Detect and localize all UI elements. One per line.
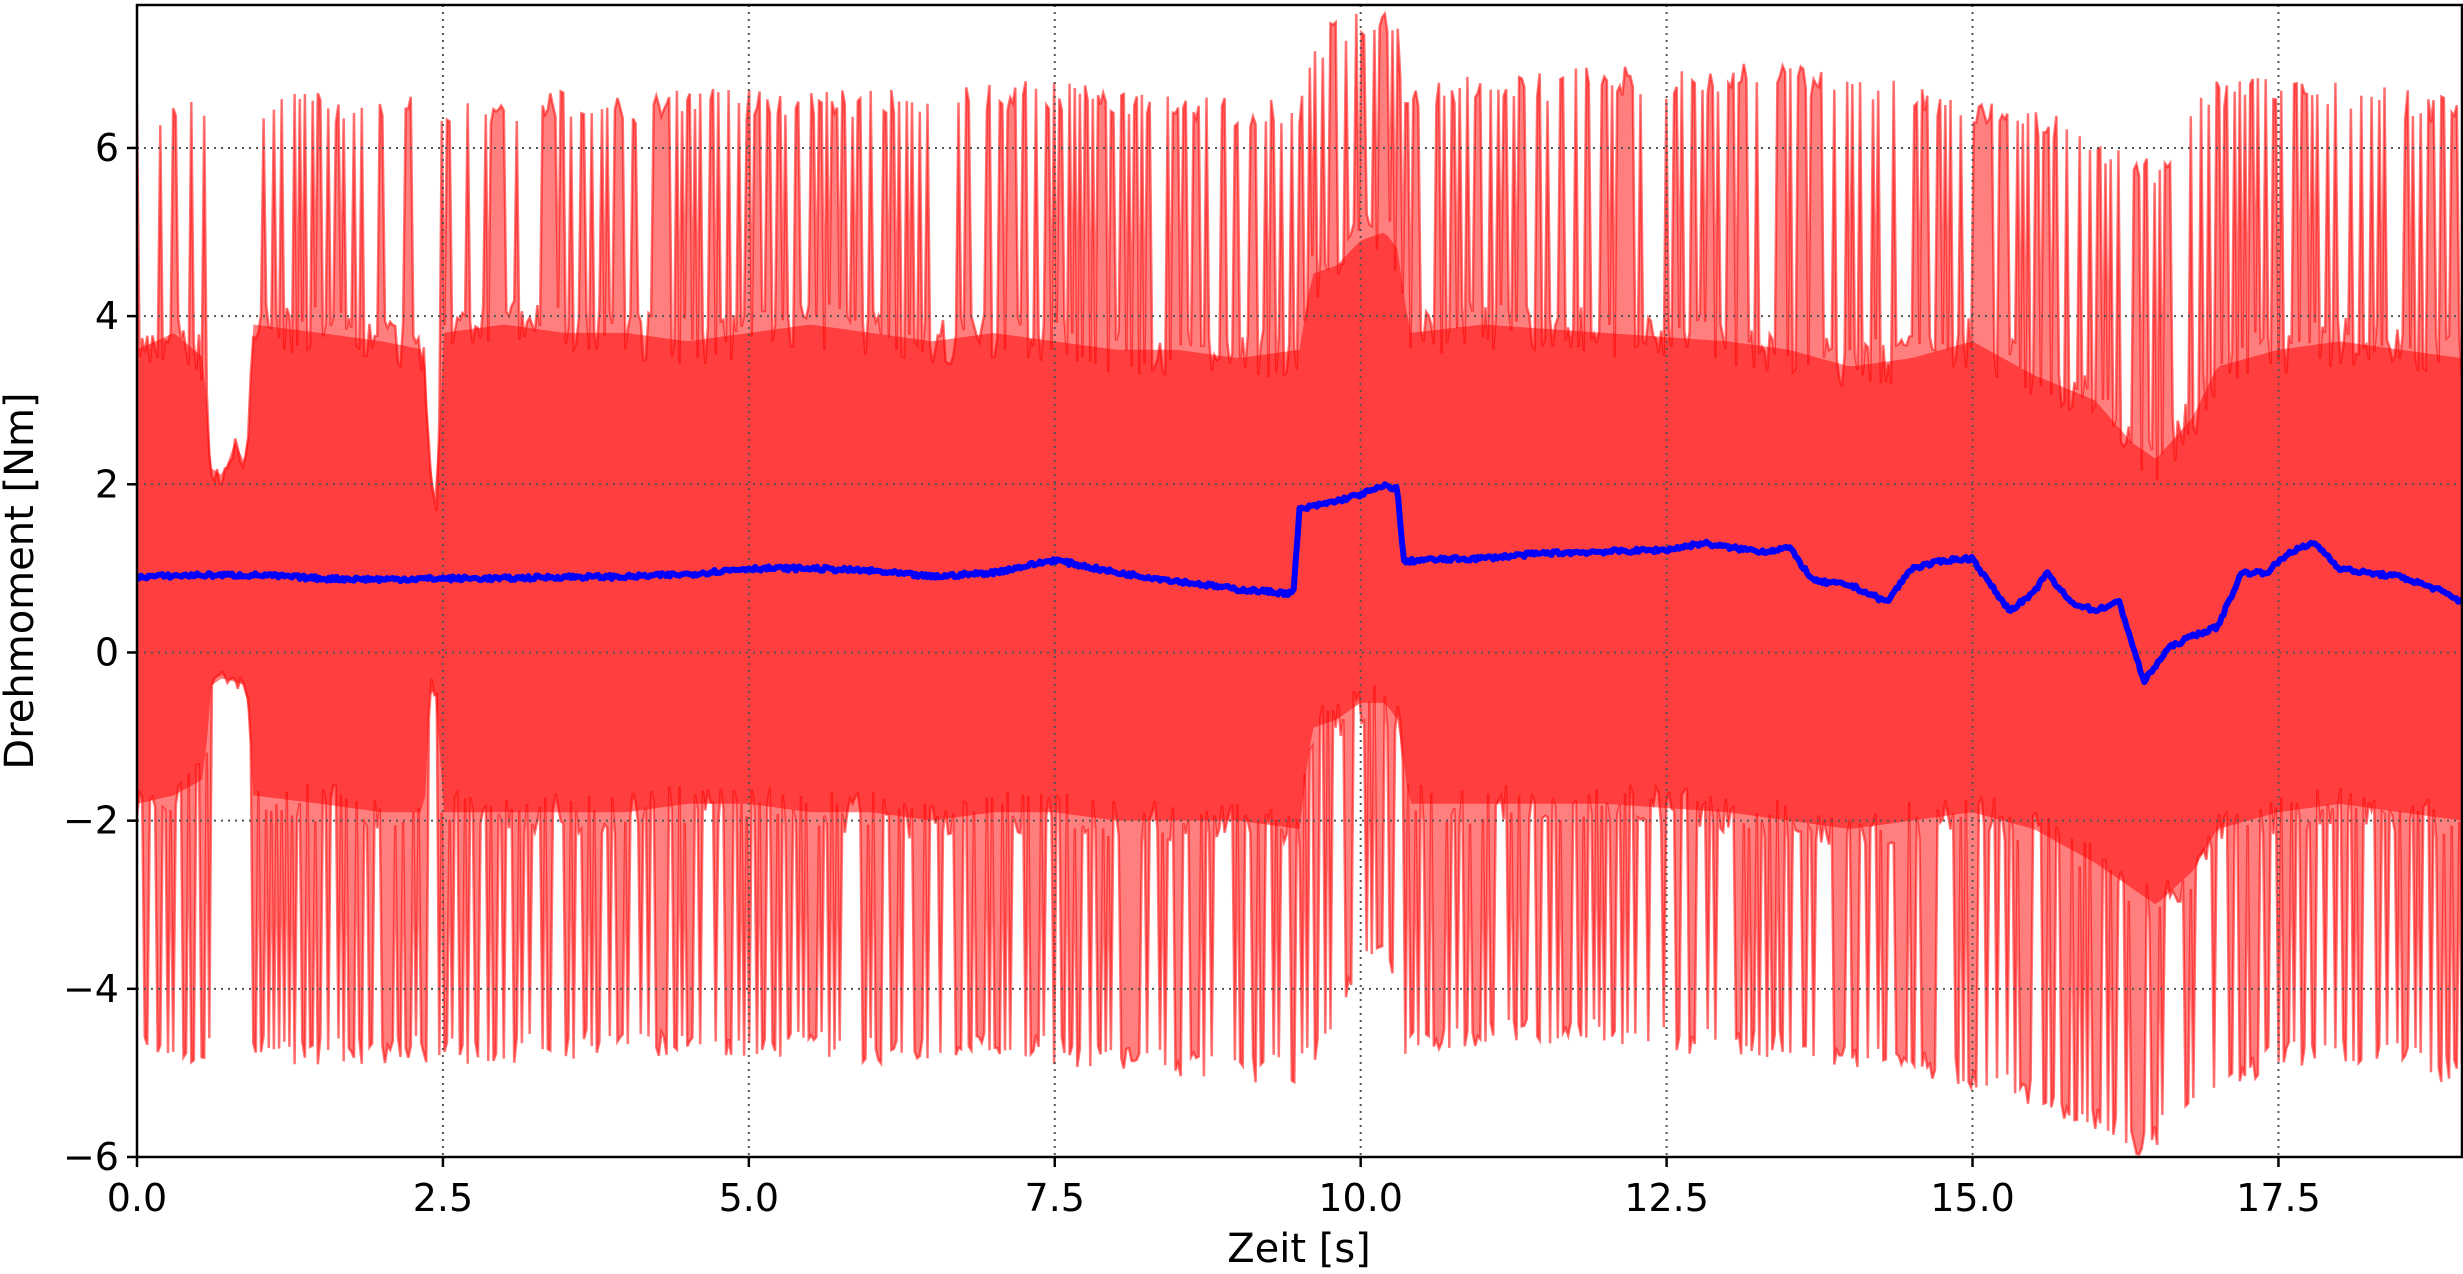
x-tick-label: 15.0 bbox=[1930, 1176, 2015, 1220]
x-tick-label: 17.5 bbox=[2236, 1176, 2321, 1220]
y-axis-label: Drehmoment [Nm] bbox=[0, 392, 43, 769]
y-tick-label: 2 bbox=[95, 462, 119, 506]
y-tick-label: −6 bbox=[63, 1135, 119, 1179]
plot-frame bbox=[135, 3, 2463, 1159]
x-tick-label: 7.5 bbox=[1025, 1176, 1085, 1220]
y-tick-label: 4 bbox=[95, 294, 119, 338]
x-tick-label: 12.5 bbox=[1624, 1176, 1709, 1220]
x-tick-label: 2.5 bbox=[413, 1176, 473, 1220]
y-tick-label: 0 bbox=[95, 630, 119, 674]
torque-band bbox=[137, 232, 2462, 905]
envelope-lower-line bbox=[137, 670, 2462, 1156]
x-axis-ticks: 0.0 2.5 5.0 7.5 10.0 12.5 15.0 17.5 bbox=[107, 1157, 2321, 1220]
x-axis-label: Zeit [s] bbox=[1227, 1226, 1371, 1272]
y-tick-label: 6 bbox=[95, 126, 119, 170]
band-fill bbox=[137, 232, 2462, 905]
y-tick-label: −4 bbox=[63, 967, 119, 1011]
x-tick-label: 0.0 bbox=[107, 1176, 167, 1220]
y-axis-ticks: −6 −4 −2 0 2 4 6 bbox=[63, 126, 137, 1179]
x-tick-label: 5.0 bbox=[719, 1176, 779, 1220]
y-tick-label: −2 bbox=[63, 799, 119, 843]
mean-torque-line bbox=[137, 481, 2462, 686]
x-tick-label: 10.0 bbox=[1318, 1176, 1403, 1220]
